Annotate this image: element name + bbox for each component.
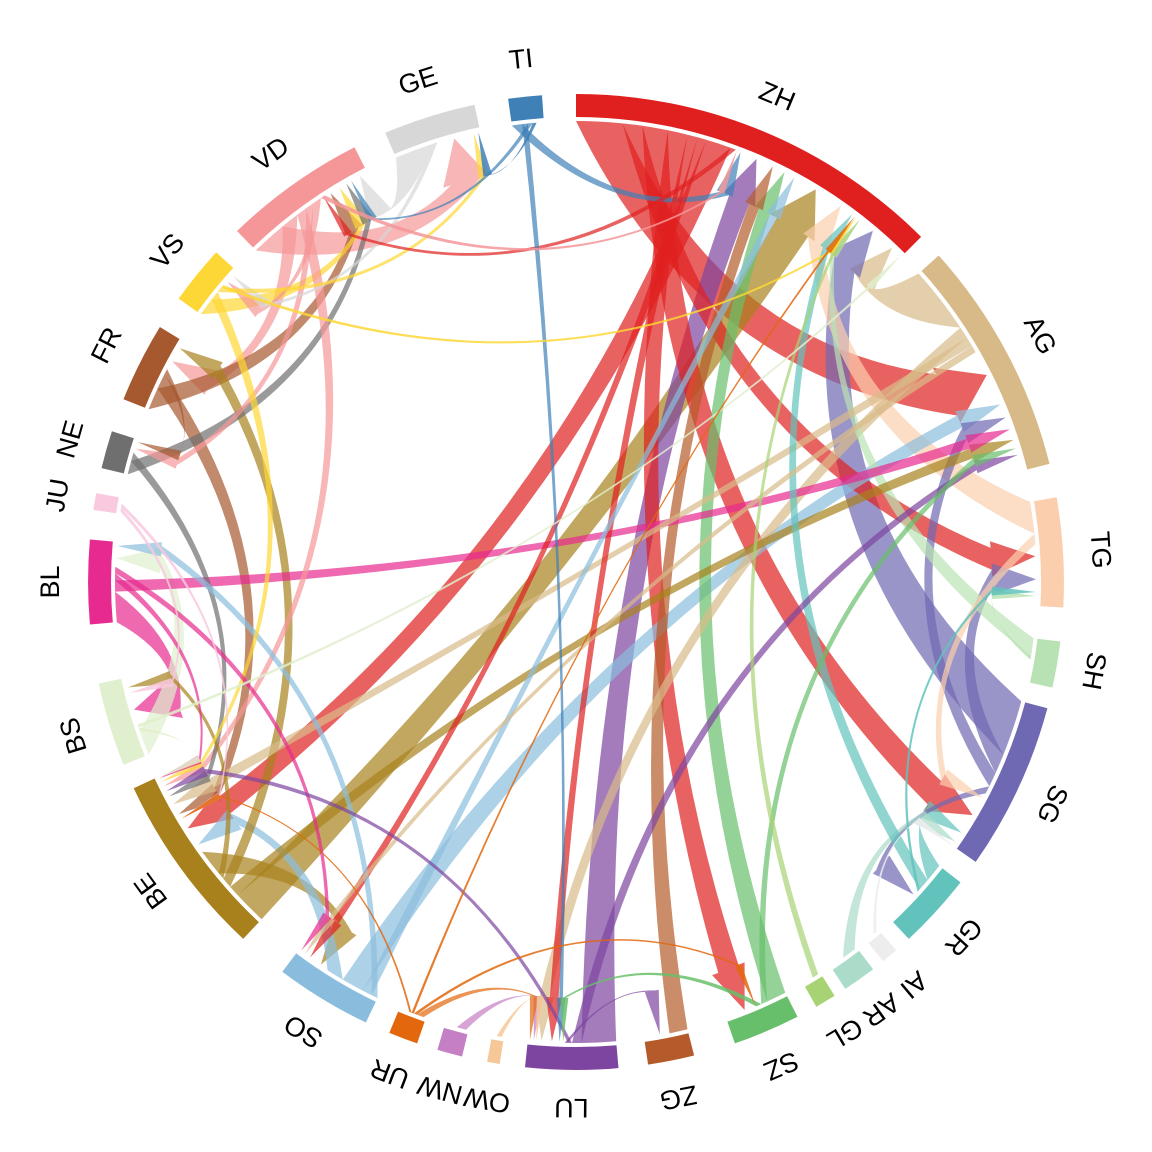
arc-ur bbox=[389, 1011, 425, 1044]
ribbon-ju-bs bbox=[120, 507, 180, 693]
arc-tg bbox=[1033, 497, 1064, 608]
arc-gl bbox=[805, 976, 835, 1007]
ribbon-ar-sg bbox=[843, 810, 956, 958]
label-ge: GE bbox=[395, 60, 441, 100]
ribbon-lu-be bbox=[166, 766, 573, 1043]
ribbon-lu-zg bbox=[564, 989, 660, 1043]
arc-be bbox=[133, 778, 259, 939]
label-so: SO bbox=[279, 1009, 328, 1055]
label-sg: SG bbox=[1031, 780, 1075, 828]
ribbon-ai-sg bbox=[873, 817, 953, 935]
arc-bs bbox=[98, 678, 145, 765]
ribbon-ti-ge bbox=[478, 122, 537, 177]
arc-ju bbox=[93, 493, 119, 514]
arc-zg bbox=[644, 1033, 695, 1065]
arc-fr bbox=[123, 327, 180, 408]
label-nw: NW bbox=[414, 1069, 466, 1110]
label-ne: NE bbox=[50, 417, 89, 461]
arc-ag bbox=[921, 255, 1050, 470]
ribbon-zg-zh bbox=[651, 166, 773, 1034]
label-tg: TG bbox=[1085, 530, 1117, 569]
label-ag: AG bbox=[1018, 311, 1063, 360]
ribbon-vd-be bbox=[163, 208, 334, 787]
arc-ar bbox=[832, 950, 874, 989]
label-bs: BS bbox=[53, 714, 92, 757]
label-lu: LU bbox=[554, 1093, 589, 1123]
arc-nw bbox=[437, 1027, 468, 1057]
label-fr: FR bbox=[85, 322, 128, 368]
ribbon-ge-vd bbox=[360, 144, 432, 221]
label-sh: SH bbox=[1076, 650, 1112, 692]
ribbon-sg-ag bbox=[924, 417, 1006, 787]
ribbon-ur-lu bbox=[416, 987, 539, 1040]
ribbon-vd-ge bbox=[255, 138, 489, 255]
ribbon-ag-be bbox=[173, 337, 973, 805]
arc-sg bbox=[956, 702, 1048, 862]
label-ow: OW bbox=[461, 1081, 512, 1119]
ribbon-tg-zh bbox=[803, 205, 1035, 534]
ribbon-ne-be bbox=[131, 452, 227, 797]
ribbon-ow-lu bbox=[496, 996, 544, 1041]
arc-ge bbox=[385, 104, 480, 154]
arc-ai bbox=[868, 932, 897, 962]
label-zg: ZG bbox=[657, 1079, 700, 1116]
ribbon-gl-zh bbox=[749, 220, 860, 978]
label-gl: GL bbox=[822, 1012, 868, 1056]
label-vs: VS bbox=[144, 228, 190, 275]
arc-zh bbox=[576, 93, 922, 254]
ribbon-fr-ne bbox=[137, 369, 185, 461]
ribbon-so-be bbox=[198, 809, 343, 980]
label-ti: TI bbox=[508, 43, 535, 75]
ribbon-ju-be bbox=[121, 503, 229, 819]
ribbon-ti-vd bbox=[351, 123, 533, 222]
ribbon-fr-be bbox=[157, 374, 254, 815]
label-ar: AR bbox=[857, 987, 905, 1033]
arc-vd bbox=[237, 147, 365, 248]
label-vd: VD bbox=[247, 131, 295, 177]
ribbon-bs-bl bbox=[116, 547, 184, 755]
arc-sh bbox=[1030, 638, 1061, 688]
ribbon-vs-zh bbox=[221, 217, 857, 344]
arc-ow bbox=[487, 1039, 504, 1064]
ribbon-so-zh bbox=[363, 177, 795, 996]
arc-vs bbox=[178, 252, 234, 312]
label-sz: SZ bbox=[760, 1045, 803, 1086]
label-zh: ZH bbox=[755, 75, 800, 116]
ribbon-bs-be bbox=[138, 727, 201, 778]
ribbon-sg-tg bbox=[964, 563, 1036, 774]
ribbon-gr-tg bbox=[905, 586, 1036, 892]
label-ur: UR bbox=[366, 1053, 413, 1095]
label-bl: BL bbox=[35, 565, 65, 598]
ribbon-sz-zh bbox=[699, 172, 786, 1002]
arc-sz bbox=[727, 996, 798, 1044]
ribbon-zh-sz bbox=[643, 130, 745, 1011]
arc-gr bbox=[893, 868, 961, 939]
chord-ribbons bbox=[114, 121, 1036, 1044]
ribbon-be-so bbox=[202, 851, 357, 965]
label-gr: GR bbox=[939, 912, 988, 962]
label-ju: JU bbox=[40, 476, 75, 513]
arc-so bbox=[282, 953, 376, 1023]
ribbon-ti-lu bbox=[522, 123, 566, 1042]
label-ai: AI bbox=[895, 965, 934, 1004]
label-be: BE bbox=[128, 868, 173, 915]
arc-ti bbox=[508, 95, 544, 122]
arc-lu bbox=[525, 1044, 619, 1070]
ribbon-sh-tg bbox=[991, 590, 1036, 660]
ribbon-be-fr bbox=[179, 348, 293, 887]
ribbon-ag-zh bbox=[849, 247, 961, 328]
ribbon-gr-zh bbox=[789, 214, 928, 890]
ribbon-zh-ag bbox=[576, 121, 987, 423]
arc-ne bbox=[101, 431, 134, 474]
arc-bl bbox=[88, 539, 113, 625]
canton-arcs bbox=[88, 93, 1064, 1070]
